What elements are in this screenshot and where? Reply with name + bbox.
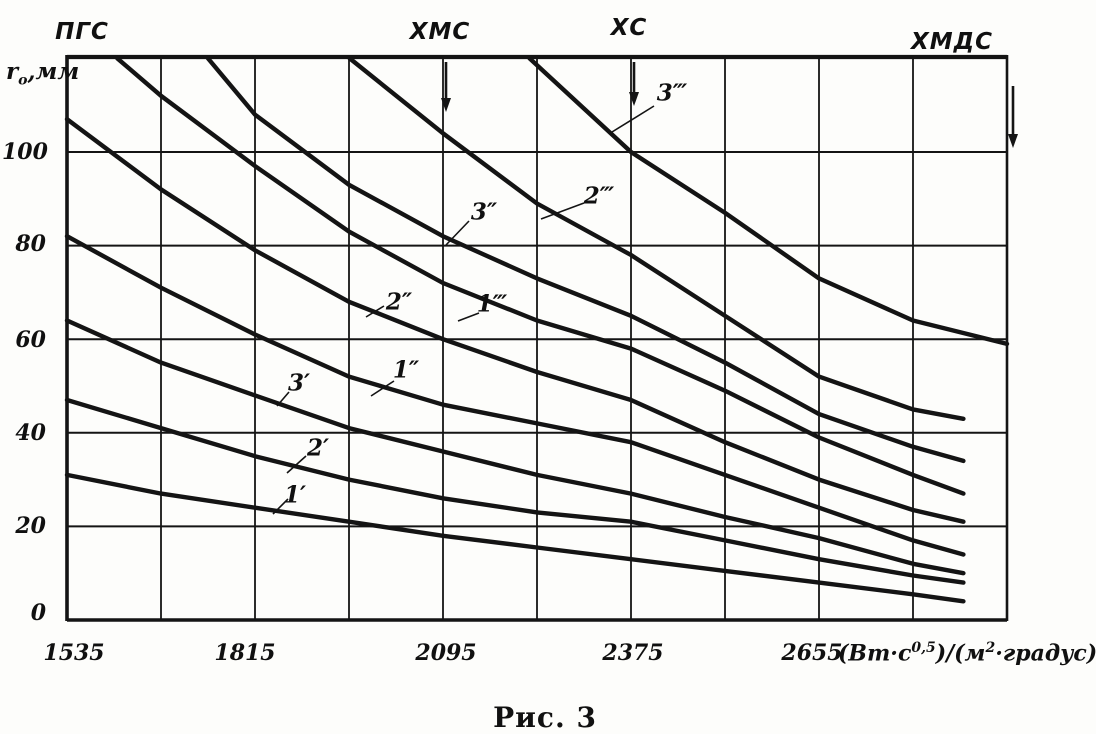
plot-border: [65, 54, 1009, 622]
marker-arrow-head: [441, 98, 451, 112]
curve-label-3-tripleprime: 3‴: [656, 79, 688, 107]
curve-label-1-prime: 1′: [283, 481, 307, 509]
y-axis-title-units: ,мм: [27, 58, 80, 85]
curve-label-1-tripleprime: 1‴: [476, 290, 508, 318]
marker-arrows: [441, 62, 1018, 148]
x-units-part2: )/(м: [935, 640, 986, 667]
figure-caption: Рис. 3: [493, 701, 597, 734]
data-curves: [64, 56, 1010, 604]
y-axis-title: ro,мм: [6, 58, 79, 89]
x-tick-1535: 1535: [43, 640, 105, 666]
label-leader-lines: [272, 105, 655, 515]
marker-arrow-head: [1008, 134, 1018, 148]
top-marker-label-hs: ХС: [610, 15, 648, 41]
curve-2‴: [347, 56, 966, 421]
y-tick-80: 80: [15, 231, 46, 257]
x-tick-2095: 2095: [415, 640, 477, 666]
curve-label-2-tripleprime: 2‴: [583, 182, 615, 210]
y-tick-100: 100: [2, 139, 48, 165]
top-marker-label-hmds: ХМДС: [911, 29, 993, 55]
curve-2′: [64, 397, 966, 585]
curve-3′: [64, 318, 966, 576]
y-tick-20: 20: [15, 513, 46, 539]
curve-label-2-doubleprime: 2″: [385, 288, 413, 316]
y-tick-0: 0: [30, 600, 46, 626]
top-marker-label-pgs: ПГС: [55, 19, 109, 45]
x-units-exponent-2: 2: [985, 640, 996, 656]
x-tick-1815: 1815: [214, 640, 276, 666]
marker-arrow-head: [629, 92, 639, 106]
leader-line: [370, 380, 395, 397]
curve-3‴: [527, 56, 1010, 347]
x-units-exponent-05: 0,5: [911, 640, 936, 656]
leader-line: [365, 305, 385, 318]
x-axis-units: (Вт·с0,5)/(м2·градус): [838, 640, 1096, 666]
curve-label-3-doubleprime: 3″: [470, 198, 498, 226]
curve-label-3-prime: 3′: [287, 369, 311, 397]
y-axis-title-symbol: r: [6, 58, 19, 85]
leader-line: [445, 220, 470, 246]
leader-line: [276, 391, 290, 407]
leader-line: [540, 202, 585, 220]
leader-line: [272, 498, 289, 515]
curve-1′: [64, 472, 966, 604]
curve-1″: [64, 234, 966, 557]
curve-3″: [205, 56, 966, 464]
x-tick-2655: 2655: [781, 640, 843, 666]
curve-2″: [64, 117, 966, 524]
leader-line: [286, 455, 307, 474]
y-tick-60: 60: [15, 327, 46, 353]
leader-line: [611, 105, 655, 133]
grid-lines: [67, 57, 1007, 620]
y-axis-title-subscript: o: [18, 72, 28, 89]
x-units-part1: (Вт·с: [838, 640, 912, 667]
x-tick-2375: 2375: [602, 640, 664, 666]
leader-line: [457, 312, 480, 322]
curve-1‴: [115, 56, 966, 496]
curve-label-2-prime: 2′: [306, 434, 330, 462]
y-tick-40: 40: [15, 420, 46, 446]
curve-label-1-doubleprime: 1″: [392, 356, 420, 384]
top-marker-label-hms: ХМС: [409, 19, 471, 45]
x-units-part3: ·градус): [995, 640, 1096, 667]
